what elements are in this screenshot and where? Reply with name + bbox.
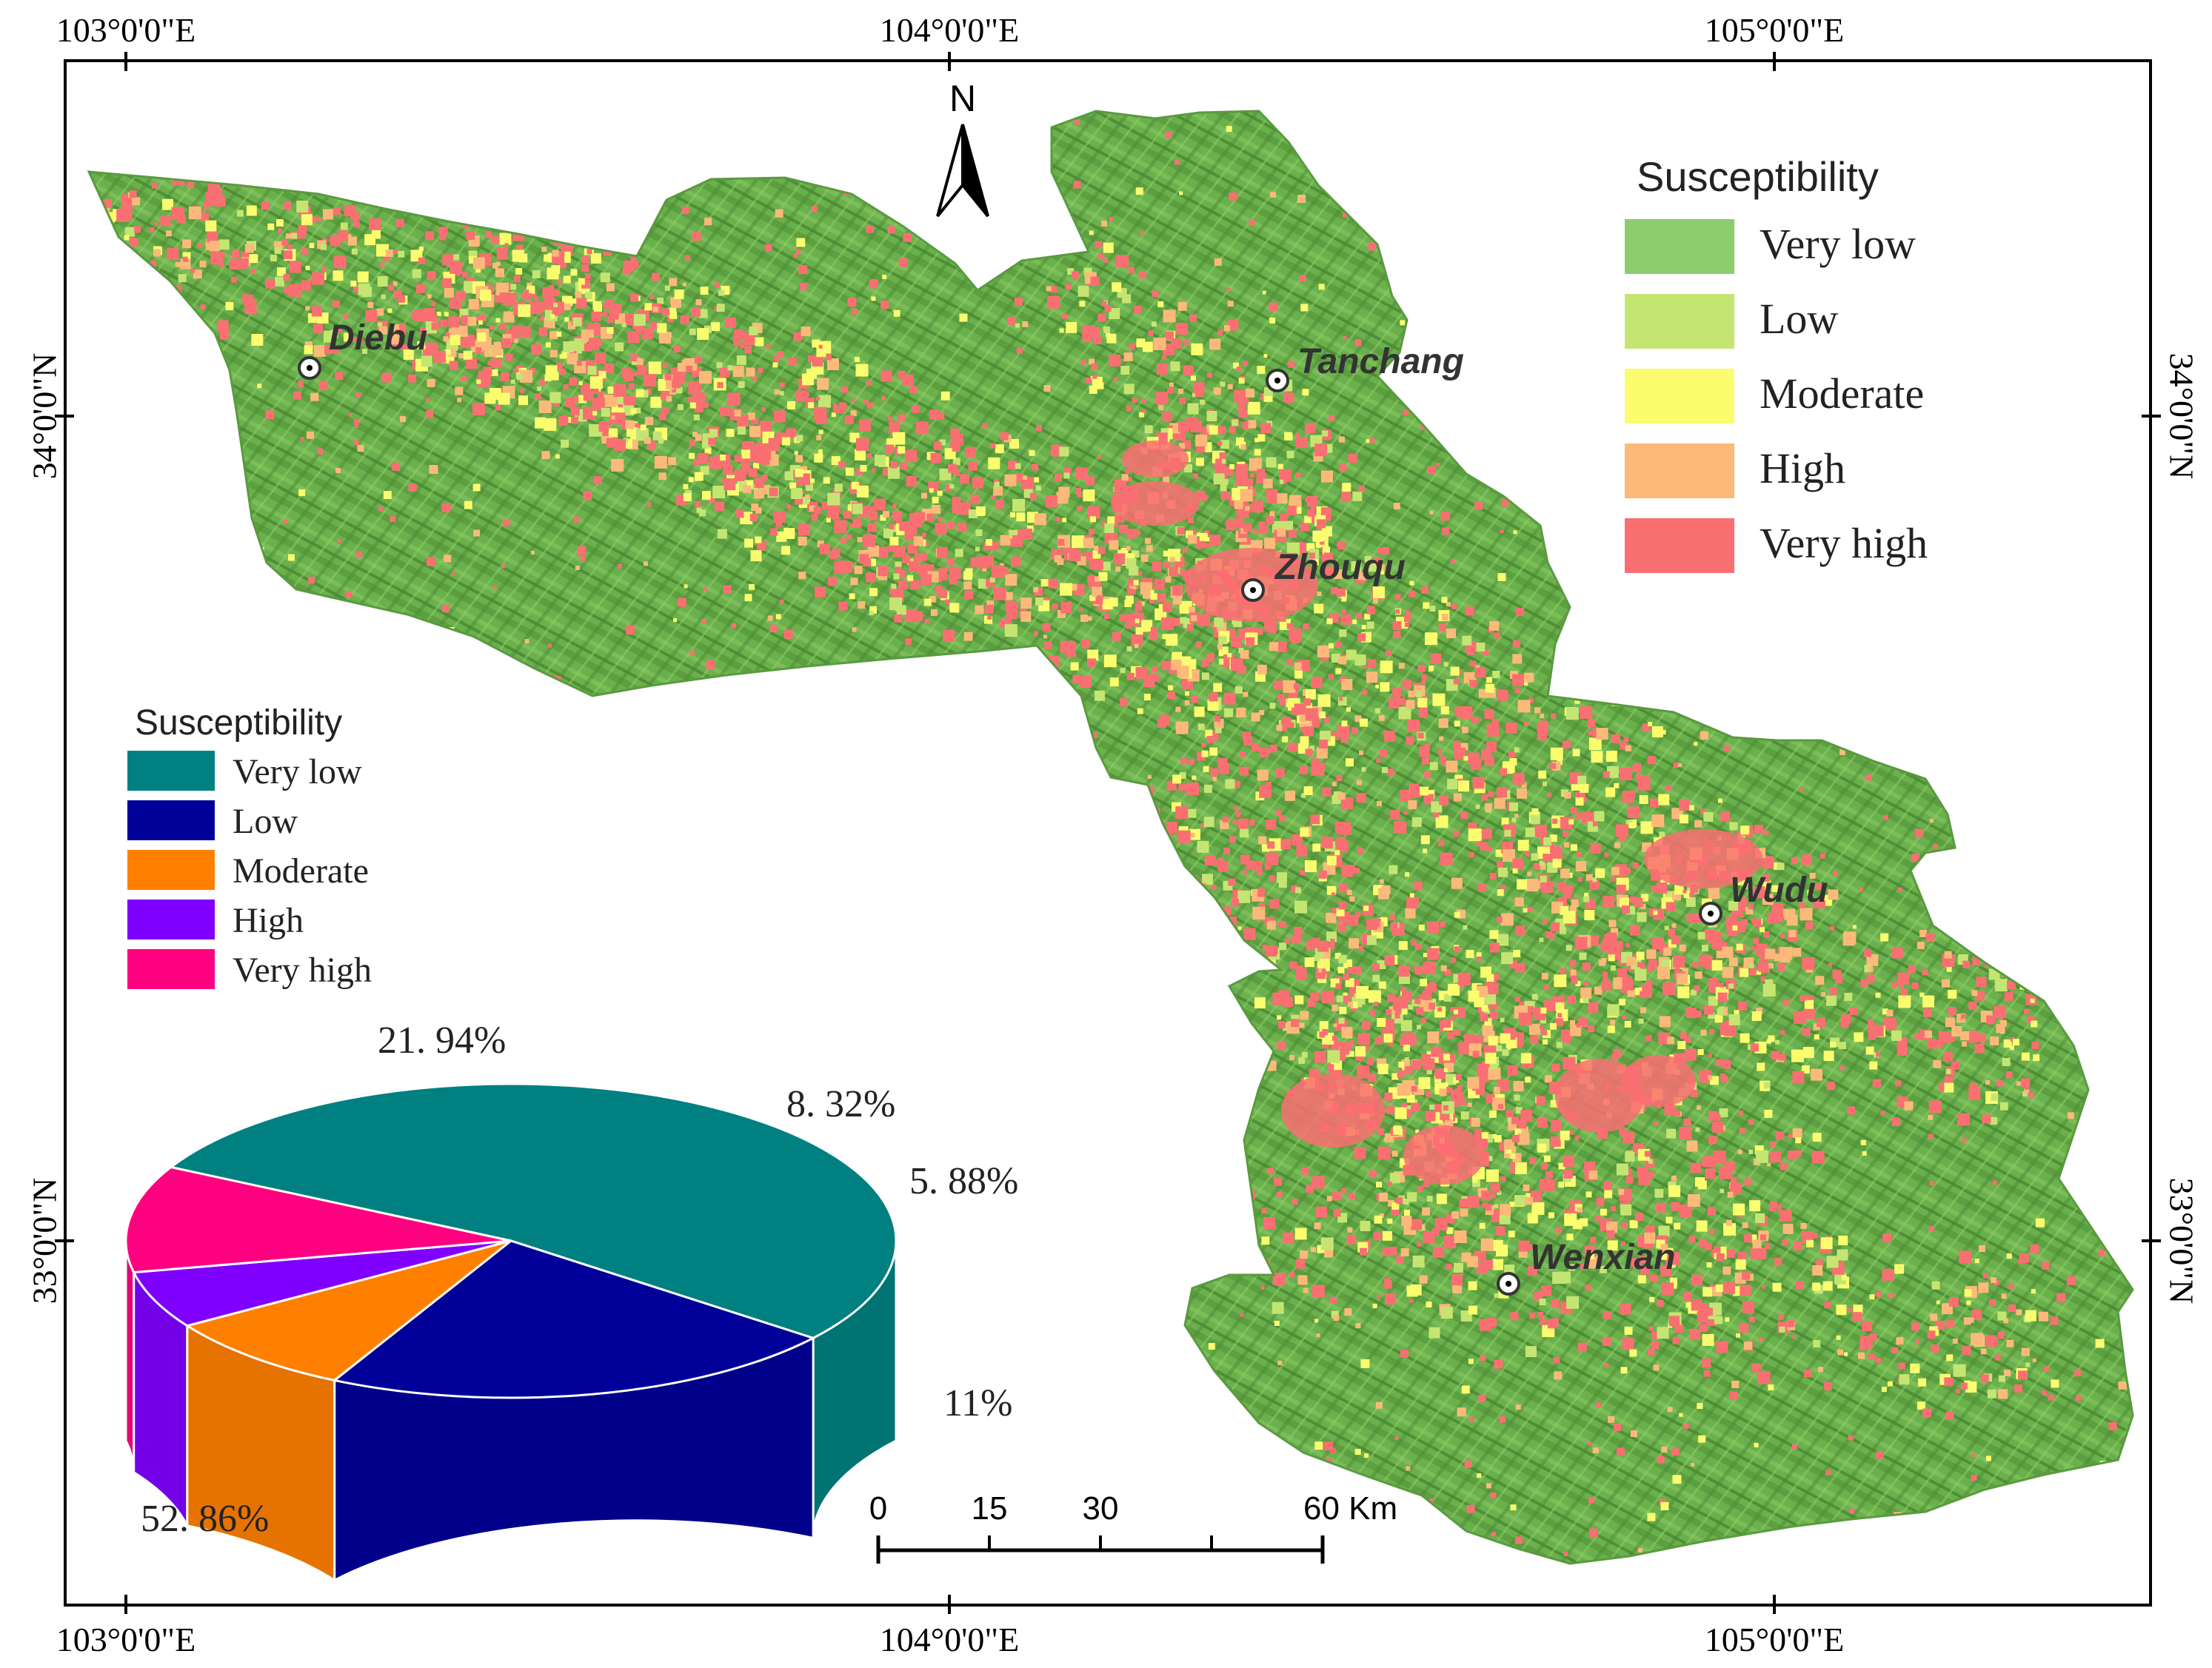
city-label: Zhouqu [1274,548,1406,587]
grid-label-bottom-104: 104°0'0"E [880,1621,1020,1658]
map-legend-label: Low [1760,295,1838,343]
pie-legend-swatch [127,900,215,939]
pie-slice-very-high [124,1165,512,1274]
map-legend-swatch [1625,518,1734,573]
pie-legend-swatch [127,751,215,791]
pie-legend-label: Moderate [233,851,369,891]
pie-legend-item: Very low [127,751,362,791]
pie-label-very-high: 11% [943,1382,1012,1424]
scale-tick-0: 0 [869,1490,887,1527]
map-legend-swatch [1625,219,1734,274]
map-legend-label: Moderate [1760,369,1924,418]
grid-label-top-104: 104°0'0"E [880,11,1020,49]
map-legend-item: Low [1625,294,1838,349]
map-legend-swatch [1625,294,1734,349]
pie-slice-low [332,1239,817,1399]
map-legend-swatch [1625,443,1734,498]
city-tanchang: Tanchang [1266,342,1464,392]
map-legend-title: Susceptibility [1637,153,1879,200]
grid-label-left-33: 33°0'0"N [26,1178,64,1304]
scale-tick-15: 15 [972,1490,1008,1527]
north-arrow-label: N [949,78,976,119]
pie-legend-label: High [233,901,304,940]
map-legend: Susceptibility Very low Low Moderate High Ve… [1625,153,1928,573]
pie-data-labels: 52. 86% 21. 94% 8. 32% 5. 88% 11% [141,1019,1018,1540]
grid-label-bottom-103: 103°0'0"E [56,1621,196,1658]
grid-label-left-34: 34°0'0"N [26,353,64,480]
grid-label-top-105: 105°0'0"E [1705,11,1845,49]
pie-legend-swatch [127,850,215,890]
city-markers: Diebu Tanchang Zhouqu Wudu Wenxian [298,318,1828,1296]
pie-label-low: 21. 94% [378,1019,506,1062]
grid-label-right-33: 33°0'0"N [2163,1178,2201,1304]
pie-legend: Susceptibility Very low Low Moderate High Ve… [127,703,372,990]
city-wenxian: Wenxian [1497,1238,1676,1296]
pie-legend-item: High [127,900,304,940]
scale-tick-60: 60 Km [1303,1490,1397,1527]
map-legend-label: Very high [1760,519,1928,567]
pie-legend-label: Very low [233,752,362,791]
pie-legend-swatch [127,800,215,840]
city-label: Wudu [1730,871,1828,910]
map-legend-item: Very high [1625,518,1928,573]
map-legend-item: Moderate [1625,369,1924,423]
grid-label-bottom-105: 105°0'0"E [1705,1621,1845,1658]
pie-label-very-low: 52. 86% [141,1498,269,1540]
pie-legend-title: Susceptibility [135,703,342,743]
pie-slice-moderate [184,1239,512,1382]
pie-label-high: 5. 88% [909,1160,1018,1202]
pie-legend-item: Very high [127,949,372,990]
city-diebu: Diebu [298,318,427,380]
scale-bar: 0 15 30 60 Km [869,1490,1397,1564]
city-zhouqu: Zhouqu [1241,548,1406,602]
map-legend-item: High [1625,443,1845,498]
city-label: Tanchang [1297,342,1464,381]
pie-label-moderate: 8. 32% [786,1083,895,1125]
map-legend-label: High [1760,444,1845,492]
city-wudu: Wudu [1699,871,1828,925]
pie-legend-label: Very high [233,951,372,990]
pie-slice-high [132,1239,512,1327]
pie-side-very-high [124,1240,136,1473]
north-arrow: N [936,78,989,218]
pie-slice-very-low [168,1082,898,1339]
map-legend-item: Very low [1625,219,1916,274]
scale-tick-30: 30 [1083,1490,1119,1527]
pie-legend-item: Low [127,800,298,841]
city-label: Wenxian [1530,1238,1676,1277]
pie-top [124,1082,898,1399]
map-legend-label: Very low [1760,220,1916,268]
pie-legend-label: Low [233,802,298,841]
susceptibility-raster [89,112,2133,1564]
grid-label-top-103: 103°0'0"E [56,11,196,49]
pie-legend-item: Moderate [127,850,369,891]
grid-label-right-34: 34°0'0"N [2163,353,2201,480]
graticule-ticks [55,52,2161,1614]
map-legend-swatch [1625,369,1734,423]
pie-legend-swatch [127,949,215,989]
city-label: Diebu [329,318,427,358]
pie-chart: 52. 86% 21. 94% 8. 32% 5. 88% 11% [124,1019,1018,1583]
